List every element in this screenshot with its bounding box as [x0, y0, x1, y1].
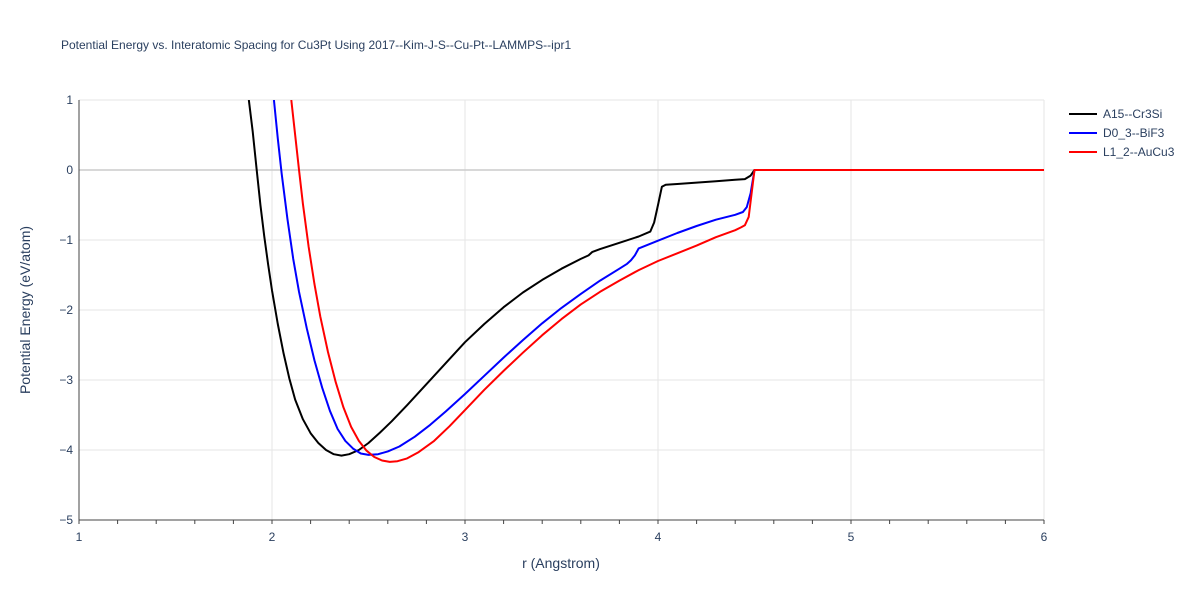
grid: [79, 99, 1045, 520]
legend-label: L1_2--AuCu3: [1103, 145, 1175, 159]
legend-item[interactable]: D0_3--BiF3: [1069, 126, 1165, 140]
y-tick-label: −4: [59, 443, 73, 457]
x-tick-label: 2: [269, 530, 276, 544]
y-tick-label: −5: [59, 513, 73, 527]
series-area: [247, 100, 1044, 463]
legend-label: D0_3--BiF3: [1103, 126, 1165, 140]
y-tick-label: −2: [59, 303, 73, 317]
y-tick-label: −3: [59, 373, 73, 387]
x-tick-label: 1: [76, 530, 83, 544]
axes: 1 2 3 4 5 6 1 0 −1 −2 −3 −4 −5: [59, 93, 1047, 544]
series-line: [247, 100, 1044, 457]
legend-item[interactable]: A15--Cr3Si: [1069, 107, 1162, 121]
legend-item[interactable]: L1_2--AuCu3: [1069, 145, 1175, 159]
series-line: [290, 100, 1044, 463]
series-line: [272, 100, 1044, 456]
x-axis-title: r (Angstrom): [522, 555, 600, 571]
legend[interactable]: A15--Cr3Si D0_3--BiF3 L1_2--AuCu3: [1069, 107, 1175, 159]
x-tick-label: 6: [1041, 530, 1048, 544]
y-tick-label: 1: [66, 93, 73, 107]
y-axis-title: Potential Energy (eV/atom): [17, 226, 33, 394]
x-tick-label: 4: [655, 530, 662, 544]
y-tick-label: 0: [66, 163, 73, 177]
chart-title: Potential Energy vs. Interatomic Spacing…: [61, 38, 572, 52]
x-tick-label: 3: [462, 530, 469, 544]
y-tick-label: −1: [59, 233, 73, 247]
legend-label: A15--Cr3Si: [1103, 107, 1162, 121]
x-tick-label: 5: [848, 530, 855, 544]
